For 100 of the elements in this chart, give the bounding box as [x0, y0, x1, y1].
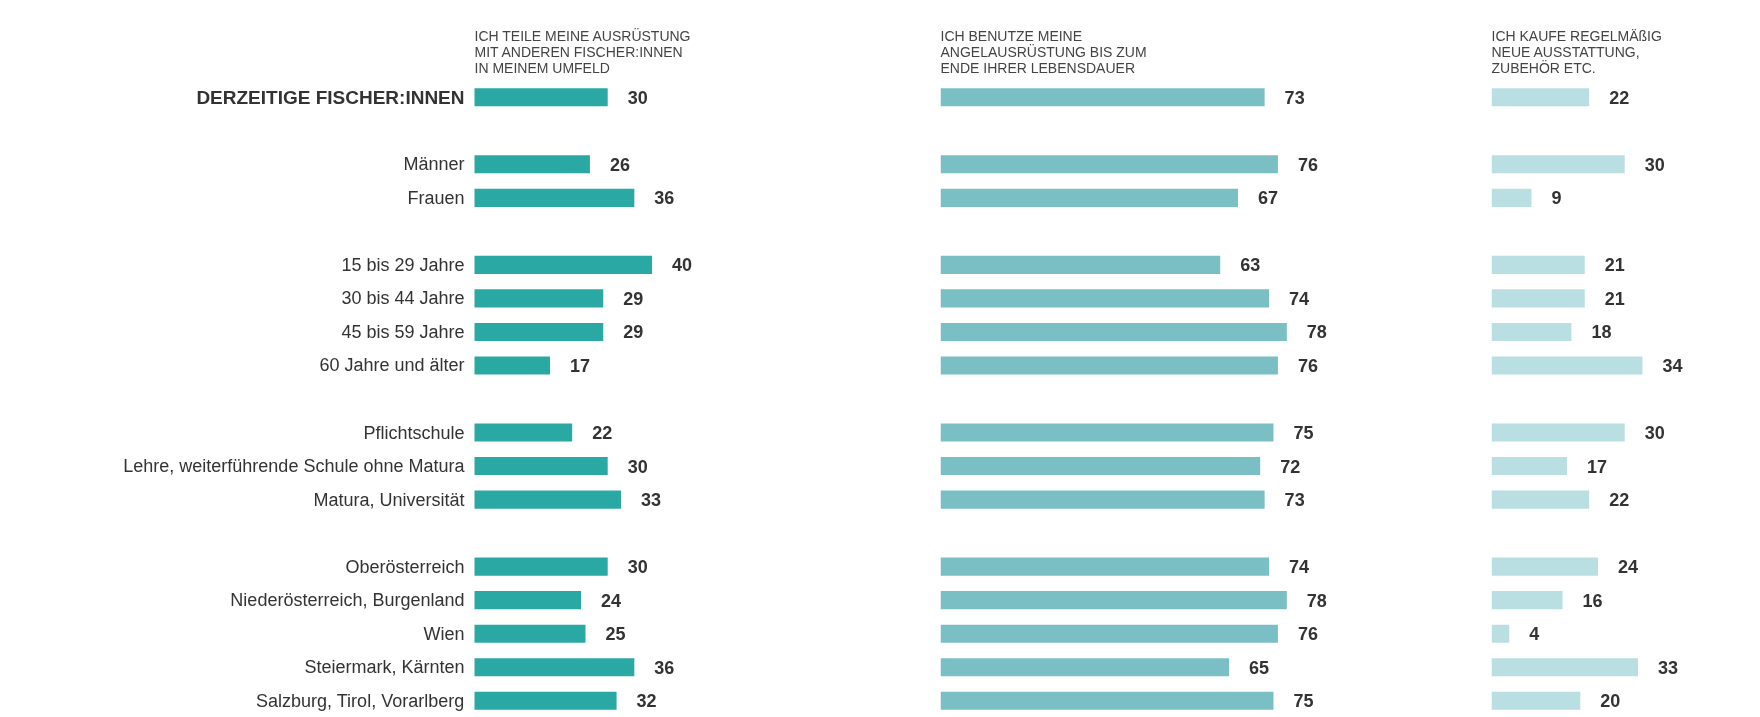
- data-label: 20: [1600, 691, 1621, 712]
- y-tick-label: Pflichtschule: [363, 422, 465, 443]
- chart-title: ICH KAUFE REGELMÄßIG NEUE AUSSTATTUNG, ZUBEHÖR ETC.: [1491, 27, 1662, 76]
- data-label: 65: [1249, 657, 1270, 678]
- data-label: 17: [1586, 456, 1608, 477]
- bar: [1491, 322, 1572, 341]
- bar: [1491, 255, 1585, 274]
- bar: [940, 255, 1221, 274]
- bar: [474, 188, 635, 207]
- y-tick-label: 30 bis 44 Jahre: [341, 288, 465, 309]
- bar: [940, 423, 1274, 442]
- data-label: 72: [1280, 456, 1301, 477]
- bar: [940, 356, 1278, 375]
- y-tick-label: Wien: [423, 623, 465, 644]
- bar: [1491, 356, 1643, 375]
- bar: [474, 490, 622, 509]
- data-label: 21: [1604, 255, 1625, 276]
- bar: [940, 557, 1270, 576]
- bar: [940, 658, 1230, 677]
- y-tick-label: Niederösterreich, Burgenland: [230, 590, 465, 611]
- data-label: 17: [569, 355, 591, 376]
- data-label: 21: [1604, 288, 1625, 309]
- y-tick-label: 45 bis 59 Jahre: [341, 321, 465, 342]
- data-label: 34: [1662, 355, 1683, 376]
- bar: [1491, 591, 1563, 610]
- chart-title: ICH TEILE MEINE AUSRÜSTUNG MIT ANDEREN FISCHER:INNEN IN MEINEM UMFELD: [474, 26, 691, 76]
- bar: [1491, 155, 1625, 174]
- data-label: 73: [1284, 87, 1305, 108]
- data-label: 16: [1582, 590, 1603, 611]
- data-label: 33: [1658, 657, 1679, 678]
- bar: [474, 624, 586, 643]
- bar: [940, 457, 1261, 476]
- data-label: 24: [1618, 557, 1639, 578]
- y-tick-label: Lehre, weiterführende Schule ohne Matura: [123, 456, 466, 477]
- data-label: 74: [1289, 288, 1310, 309]
- y-tick-label: Salzburg, Tirol, Vorarlberg: [256, 690, 465, 711]
- data-label: 76: [1297, 355, 1318, 376]
- data-label: 30: [627, 87, 648, 108]
- data-label: 22: [1609, 87, 1630, 108]
- bar: [474, 423, 573, 442]
- bar: [940, 322, 1287, 341]
- data-label: 18: [1591, 322, 1612, 343]
- bar: [940, 155, 1278, 174]
- y-tick-label: Frauen: [407, 187, 465, 208]
- data-label: 9: [1551, 188, 1562, 209]
- y-tick-label: DERZEITIGE FISCHER:INNEN: [196, 86, 465, 108]
- data-label: 29: [623, 322, 644, 343]
- data-label: 63: [1240, 255, 1261, 276]
- data-label: 22: [1609, 490, 1630, 511]
- bar: [1491, 557, 1599, 576]
- data-label: 78: [1306, 590, 1327, 611]
- bar: [1491, 658, 1639, 677]
- bar: [474, 88, 608, 107]
- data-label: 26: [609, 154, 630, 175]
- data-label: 76: [1297, 624, 1318, 645]
- y-tick-label: Oberösterreich: [345, 556, 465, 577]
- bar: [1491, 88, 1590, 107]
- data-label: 36: [654, 657, 675, 678]
- data-label: 73: [1284, 490, 1305, 511]
- bar: [940, 88, 1265, 107]
- bar: [474, 557, 608, 576]
- bar: [474, 457, 608, 476]
- y-tick-label: 60 Jahre und älter: [319, 355, 465, 376]
- chart-title: ICH BENUTZE MEINE ANGELAUSRÜSTUNG BIS ZUM ENDE IHRER LEBENSDAUER: [940, 27, 1147, 76]
- bar: [1491, 624, 1510, 643]
- data-label: 24: [601, 590, 622, 611]
- data-label: 30: [627, 557, 648, 578]
- data-label: 75: [1293, 691, 1314, 712]
- bar: [1491, 289, 1585, 308]
- bar: [1491, 490, 1590, 509]
- data-label: 74: [1289, 557, 1310, 578]
- bar: [474, 591, 582, 610]
- data-label: 76: [1297, 154, 1318, 175]
- bar: [940, 591, 1287, 610]
- bar: [940, 624, 1278, 643]
- data-label: 30: [1644, 423, 1665, 444]
- bar: [1491, 423, 1625, 442]
- y-tick-label: Männer: [403, 154, 465, 175]
- data-label: 30: [627, 456, 648, 477]
- data-label: 36: [654, 188, 675, 209]
- data-label: 4: [1529, 624, 1540, 645]
- bar: [474, 356, 550, 375]
- data-label: 33: [641, 490, 662, 511]
- bar: [1491, 691, 1581, 710]
- bar: [940, 691, 1274, 710]
- bar: [474, 289, 604, 308]
- y-tick-label: 15 bis 29 Jahre: [341, 254, 465, 275]
- bar: [474, 255, 653, 274]
- data-label: 75: [1293, 423, 1314, 444]
- data-label: 22: [592, 423, 613, 444]
- data-label: 40: [672, 255, 693, 276]
- bar: [1491, 457, 1567, 476]
- data-label: 30: [1644, 154, 1665, 175]
- data-label: 78: [1306, 322, 1327, 343]
- data-label: 32: [636, 691, 657, 712]
- bar: [940, 289, 1270, 308]
- bar: [940, 490, 1265, 509]
- bar: [474, 155, 590, 174]
- y-tick-label: Matura, Universität: [313, 489, 465, 510]
- bar: [474, 658, 635, 677]
